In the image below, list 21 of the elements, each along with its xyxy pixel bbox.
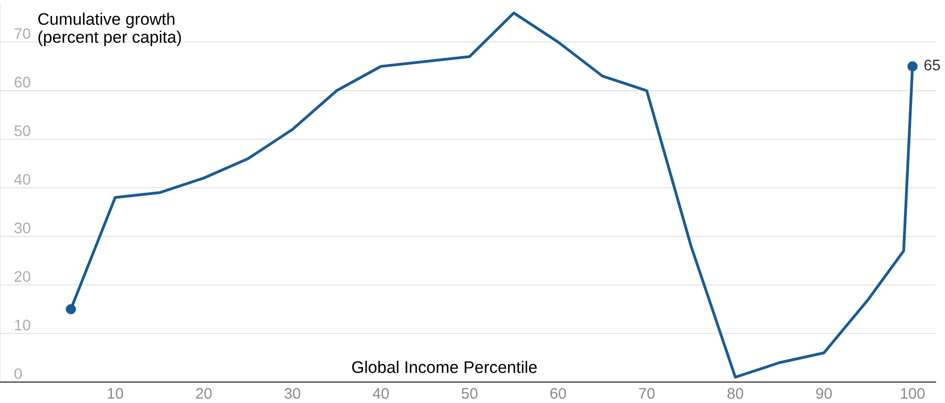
x-tick-label: 10 bbox=[108, 388, 124, 399]
x-tick-label: 20 bbox=[196, 388, 212, 399]
x-tick-label: 40 bbox=[372, 388, 389, 399]
y-tick-label: 40 bbox=[14, 174, 30, 185]
y-tick-label: 20 bbox=[14, 271, 30, 282]
y-tick-label: 0 bbox=[14, 368, 22, 380]
x-tick-label: 50 bbox=[462, 388, 478, 399]
x-tick-label: 30 bbox=[284, 388, 300, 399]
x-tick-label: 90 bbox=[816, 388, 832, 399]
x-tick-label: 100 bbox=[900, 388, 925, 399]
y-tick-label: 30 bbox=[14, 222, 30, 234]
y-tick-label: 50 bbox=[14, 125, 30, 136]
y-tick-label: 60 bbox=[14, 76, 30, 88]
x-axis-title: Global Income Percentile bbox=[352, 360, 537, 374]
x-tick-label: 70 bbox=[639, 388, 655, 399]
y-axis-title: Cumulative growth (percent per capita) bbox=[38, 12, 181, 46]
y-tick-label: 70 bbox=[14, 28, 30, 40]
data-label: 65 bbox=[924, 60, 940, 70]
y-tick-label: 10 bbox=[15, 320, 30, 330]
x-tick-label: 80 bbox=[727, 388, 744, 399]
x-tick-label: 60 bbox=[550, 388, 566, 399]
